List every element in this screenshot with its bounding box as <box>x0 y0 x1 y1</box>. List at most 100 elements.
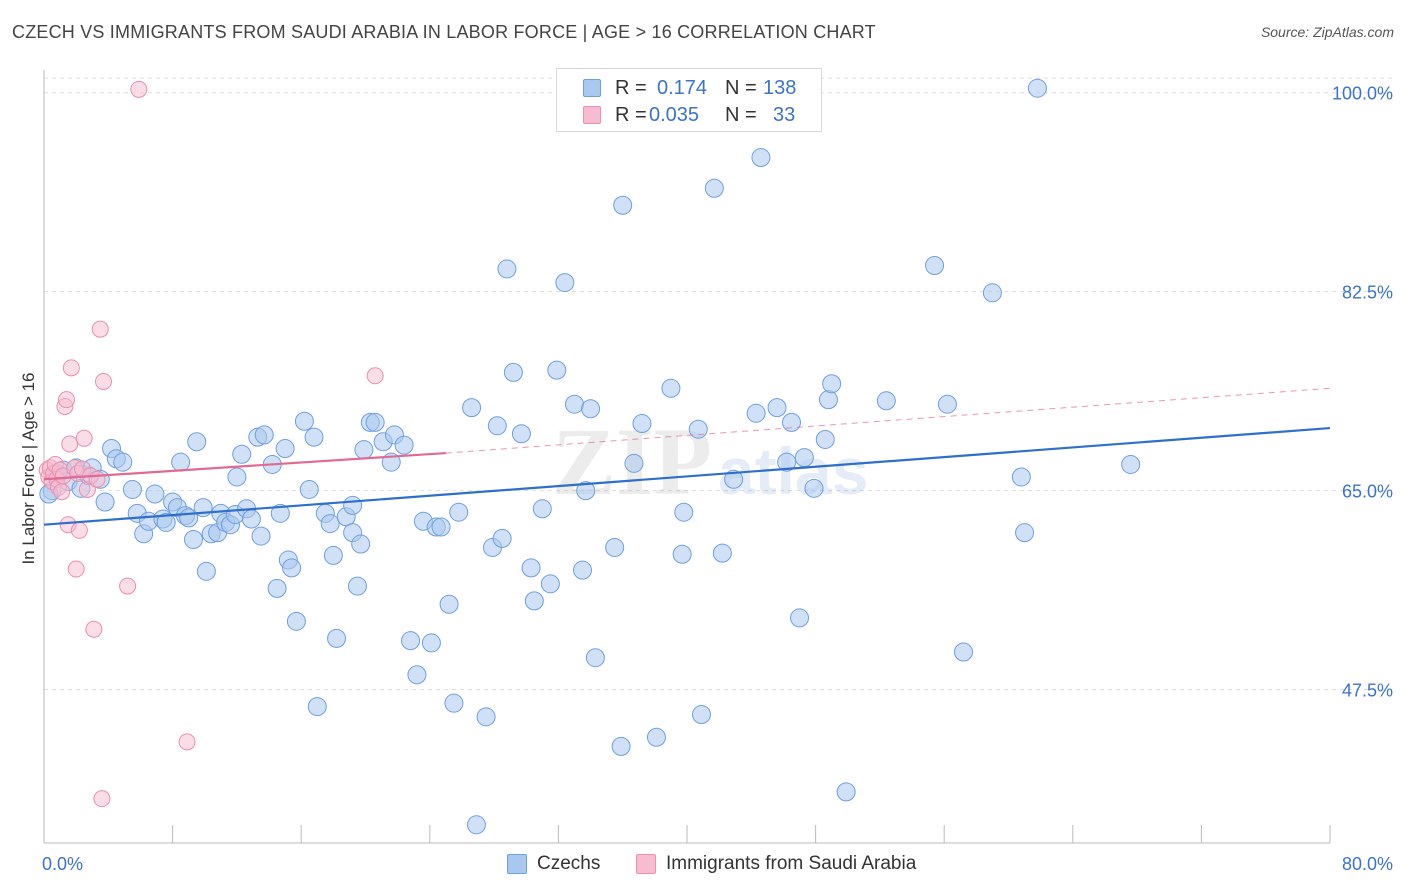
label-layer: 47.5% 65.0% 82.5% 100.0% 0.0% 80.0% In Labor F… <box>19 84 1393 874</box>
x-tick-label: 0.0% <box>42 854 83 874</box>
legend-r-label: R = <box>615 77 647 99</box>
saudi-point <box>62 359 80 377</box>
czech-point <box>836 782 856 802</box>
czech-point <box>953 642 973 662</box>
czech-point <box>320 514 340 534</box>
legend-n-label: N = <box>725 77 757 99</box>
czech-point <box>611 736 631 756</box>
czech-trend-line <box>43 426 1331 526</box>
czech-point <box>286 611 306 631</box>
czech-point <box>624 453 644 473</box>
czech-point <box>982 283 1002 303</box>
czech-point <box>691 705 711 725</box>
czech-point <box>323 545 343 565</box>
czechs-swatch <box>507 854 527 874</box>
czech-point <box>267 578 287 598</box>
czech-point <box>145 484 165 504</box>
czech-point <box>196 561 216 581</box>
czech-points <box>39 78 1141 835</box>
czech-point <box>632 414 652 434</box>
czech-point <box>307 697 327 717</box>
czech-point <box>401 631 421 651</box>
czech-point <box>251 526 271 546</box>
czech-point <box>1015 523 1035 543</box>
saudi-point <box>53 483 71 501</box>
czech-point <box>532 499 552 519</box>
saudi-point <box>75 429 93 447</box>
czech-point <box>466 815 486 835</box>
czech-point <box>688 419 708 439</box>
czech-point <box>270 503 290 523</box>
legend-swatch-czechs <box>583 79 601 97</box>
saudi-trend-line <box>43 451 446 481</box>
czech-point <box>704 178 724 198</box>
czech-point <box>232 444 252 464</box>
stats-legend: R = 0.174 N = 138 R = 0.035 N = 33 <box>556 68 822 132</box>
czech-point <box>646 727 666 747</box>
czech-point <box>573 560 593 580</box>
saudi-point <box>61 435 79 453</box>
czech-point <box>555 273 575 293</box>
czech-point <box>113 452 133 472</box>
czech-point <box>497 259 517 279</box>
czech-point <box>327 628 347 648</box>
czech-point <box>540 574 560 594</box>
czech-point <box>275 439 295 459</box>
watermark-atlas: atlas <box>718 434 868 508</box>
czech-point <box>767 398 787 418</box>
y-tick-label: 65.0% <box>1342 482 1393 502</box>
legend-r-value: 0.035 <box>649 104 700 126</box>
saudi-points <box>38 80 384 808</box>
trend-layer <box>43 387 1331 526</box>
czech-point <box>421 633 441 653</box>
czech-point <box>576 481 596 501</box>
source-credit: Source: ZipAtlas.com <box>1260 24 1394 40</box>
saudi-point <box>94 372 112 390</box>
czech-point <box>777 452 797 472</box>
czech-point <box>492 528 512 548</box>
czech-point <box>822 374 842 394</box>
czech-point <box>122 479 142 499</box>
czech-point <box>462 398 482 418</box>
czech-point <box>876 391 896 411</box>
czech-point <box>1121 454 1141 474</box>
czech-point <box>282 558 302 578</box>
czech-point <box>547 360 567 380</box>
czech-point <box>585 648 605 668</box>
czech-point <box>343 495 363 515</box>
saudi-legend-label: Immigrants from Saudi Arabia <box>666 853 917 874</box>
saudi-point <box>93 790 111 808</box>
czech-point <box>581 399 601 419</box>
czech-point <box>937 394 957 414</box>
czech-point <box>672 544 692 564</box>
saudi-point <box>70 521 88 539</box>
y-axis-title: In Labor Force | Age > 16 <box>19 372 38 564</box>
czech-point <box>925 256 945 276</box>
grid-layer <box>44 77 1392 691</box>
saudi-point <box>366 367 384 385</box>
legend-n-value: 33 <box>773 104 796 126</box>
czech-point <box>431 517 451 537</box>
series-legend: Czechs Immigrants from Saudi Arabia <box>0 852 1406 878</box>
legend-n-label: N = <box>725 104 757 126</box>
saudi-point <box>178 733 196 751</box>
czech-point <box>712 543 732 563</box>
legend-r-label: R = <box>615 104 647 126</box>
legend-row-czechs: R = 0.174 N = 138 <box>557 73 821 101</box>
czech-point <box>254 425 274 445</box>
czech-point <box>746 403 766 423</box>
czech-point <box>1027 78 1047 98</box>
czech-point <box>407 665 427 685</box>
x-tick-label: 80.0% <box>1342 854 1393 874</box>
czech-point <box>511 424 531 444</box>
czech-point <box>351 534 371 554</box>
czech-point <box>487 416 507 436</box>
czech-point <box>449 502 469 522</box>
czech-point <box>394 435 414 455</box>
czech-point <box>794 448 814 468</box>
czech-point <box>171 452 191 472</box>
saudi-swatch <box>636 854 656 874</box>
czech-point <box>751 148 771 168</box>
saudi-point <box>67 560 85 578</box>
